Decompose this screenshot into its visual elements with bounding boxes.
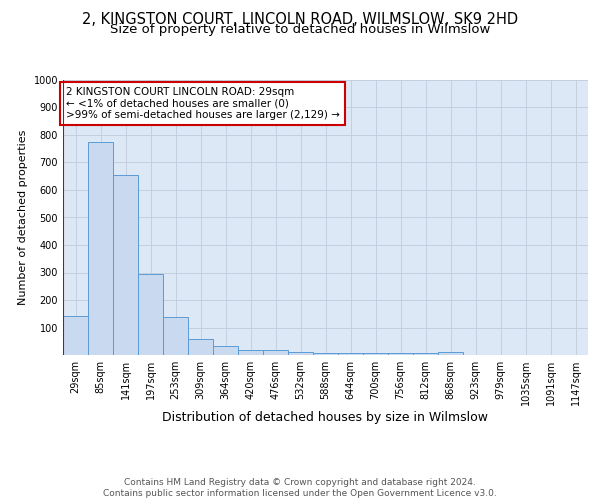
Bar [413,353,438,355]
X-axis label: Distribution of detached houses by size in Wilmslow: Distribution of detached houses by size … [163,411,488,424]
Bar [88,142,113,355]
Text: Contains HM Land Registry data © Crown copyright and database right 2024.
Contai: Contains HM Land Registry data © Crown c… [103,478,497,498]
Text: 2, KINGSTON COURT, LINCOLN ROAD, WILMSLOW, SK9 2HD: 2, KINGSTON COURT, LINCOLN ROAD, WILMSLO… [82,12,518,28]
Bar [288,352,313,355]
Bar [238,350,263,355]
Bar [188,340,213,355]
Bar [263,350,288,355]
Y-axis label: Number of detached properties: Number of detached properties [18,130,28,305]
Bar [63,316,88,355]
Bar [213,346,238,355]
Text: Size of property relative to detached houses in Wilmslow: Size of property relative to detached ho… [110,24,490,36]
Bar [313,353,338,355]
Bar [138,274,163,355]
Bar [438,352,463,355]
Bar [113,175,138,355]
Bar [363,353,388,355]
Text: 2 KINGSTON COURT LINCOLN ROAD: 29sqm
← <1% of detached houses are smaller (0)
>9: 2 KINGSTON COURT LINCOLN ROAD: 29sqm ← <… [65,87,340,120]
Bar [388,353,413,355]
Bar [338,353,363,355]
Bar [163,317,188,355]
